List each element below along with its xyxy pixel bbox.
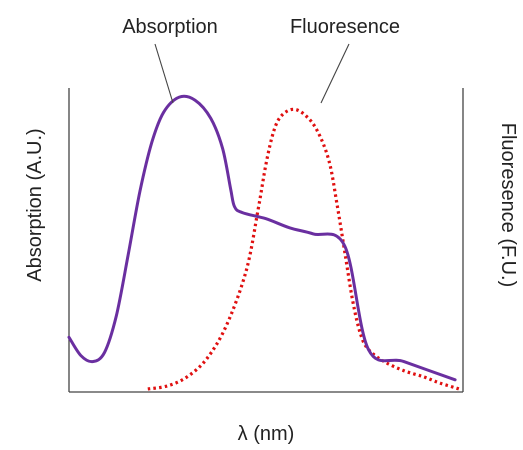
y-axis-left-label: Absorption (A.U.) <box>24 128 46 281</box>
absorption-leader-line <box>154 43 174 104</box>
absorption-annotation: Absorption <box>122 16 218 38</box>
fluorescence-leader-line <box>320 43 350 104</box>
fluorescence-annotation: Fluoresence <box>290 16 400 38</box>
y-axis-right-label: Fluoresence (F.U.) <box>497 123 519 288</box>
x-axis-label: λ (nm) <box>238 423 295 445</box>
absorption-series-line <box>67 94 457 382</box>
fluorescence-series-line <box>147 107 460 391</box>
